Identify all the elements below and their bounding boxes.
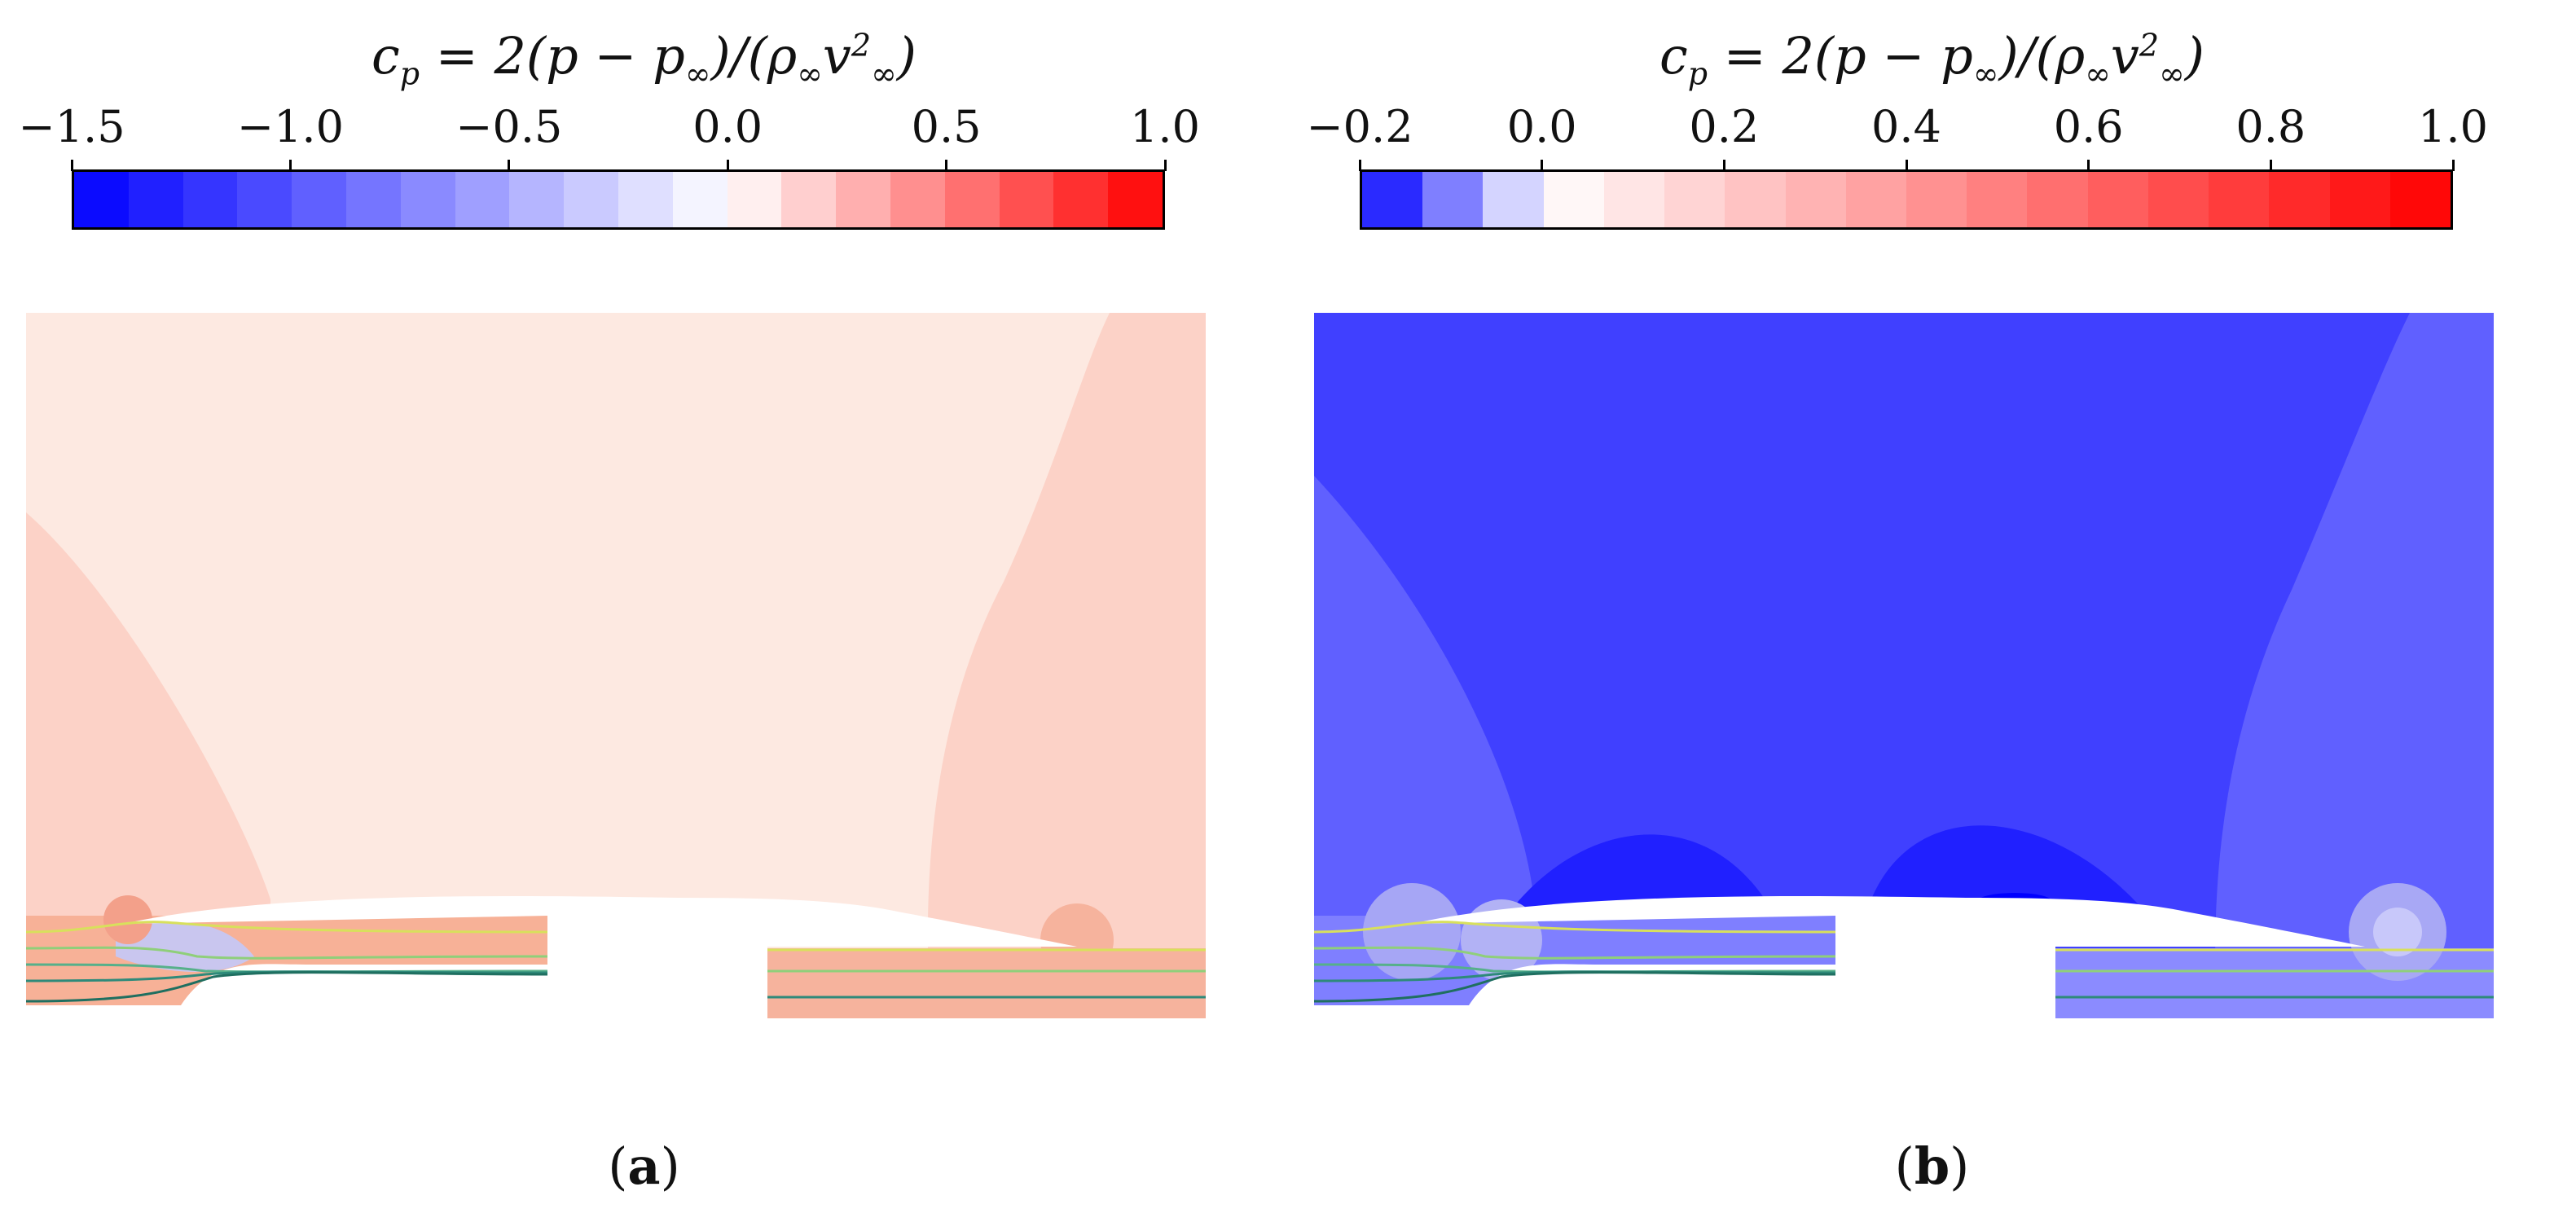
colorbar-ticks-b: −0.2 0.0 0.2 0.4 0.6 0.8 1.0 bbox=[1306, 101, 2488, 171]
colorbar-a-level-16 bbox=[944, 172, 1000, 227]
colorbar-a-level-13 bbox=[781, 172, 837, 227]
colorbar-b-level-7 bbox=[1785, 172, 1846, 227]
colorbar-b-tick-label-0: −0.2 bbox=[1306, 101, 1413, 152]
colorbar-b-level-4 bbox=[1603, 172, 1665, 227]
colorbar-b-level-5 bbox=[1664, 172, 1725, 227]
colorbar-b-tick-label-3: 0.4 bbox=[1871, 101, 1941, 152]
colorbar-b-tick-4 bbox=[2087, 160, 2090, 171]
colorbar-a-level-8 bbox=[509, 172, 565, 227]
panel-a: cp = 2(p − p∞)/(ρ∞v2∞) −1.5 −1.0 −0.5 0.0 0.… bbox=[18, 26, 1206, 1196]
colorbar-b-level-10 bbox=[1967, 172, 2028, 227]
field-a-stagnation-spot bbox=[103, 895, 152, 944]
colorbar-b-level-15 bbox=[2269, 172, 2330, 227]
colorbar-b-tick-label-1: 0.0 bbox=[1506, 101, 1577, 152]
colorbar-b-tick-1 bbox=[1541, 160, 1544, 171]
field-b-right-lobe bbox=[2215, 313, 2494, 1018]
colorbar-b-tick-3 bbox=[1905, 160, 1908, 171]
field-a-trailing-spot bbox=[1040, 903, 1114, 977]
colorbar-a-level-11 bbox=[672, 172, 728, 227]
colorbar-b-level-8 bbox=[1845, 172, 1906, 227]
colorbar-b-tick-5 bbox=[2269, 160, 2272, 171]
colorbar-b-tick-label-5: 0.8 bbox=[2235, 101, 2306, 152]
colorbar-a-level-6 bbox=[400, 172, 455, 227]
colorbar-a-level-19 bbox=[1108, 172, 1163, 227]
colorbar-a-tick-3 bbox=[726, 160, 729, 171]
colorbar-ticks-a: −1.5 −1.0 −0.5 0.0 0.5 1.0 bbox=[18, 101, 1200, 171]
field-b-bump-dark-right bbox=[1868, 825, 2145, 912]
colorbar-b-level-16 bbox=[2329, 172, 2390, 227]
field-a-body bbox=[124, 896, 1077, 1018]
colorbar-b-level-17 bbox=[2389, 172, 2451, 227]
colorbar-b-level-1 bbox=[1422, 172, 1484, 227]
colorbar-b bbox=[1360, 169, 2453, 230]
field-b-vortex-right-core bbox=[2373, 908, 2422, 956]
colorbar-a-level-10 bbox=[618, 172, 673, 227]
pressure-field-a bbox=[26, 313, 1206, 1018]
field-a-right-lobe bbox=[927, 313, 1206, 1018]
colorbar-a-tick-0 bbox=[70, 160, 73, 171]
colorbar-b-tick-2 bbox=[1722, 160, 1725, 171]
colorbar-a-tick-5 bbox=[1163, 160, 1167, 171]
field-a-right-channel bbox=[767, 948, 1206, 1018]
caption-a: (a) bbox=[608, 1136, 680, 1196]
colorbar-b-level-2 bbox=[1483, 172, 1544, 227]
field-b-left-lobe bbox=[1314, 476, 1534, 1018]
colorbar-b-level-9 bbox=[1906, 172, 1967, 227]
field-a-streamlines bbox=[26, 921, 1206, 1003]
colorbar-a-tick-1 bbox=[288, 160, 292, 171]
field-b-streamlines bbox=[1314, 921, 2494, 1003]
pressure-field-b bbox=[1314, 313, 2494, 1018]
colorbar-a-level-4 bbox=[292, 172, 346, 227]
colorbar-a-tick-label-2: −0.5 bbox=[455, 101, 563, 152]
field-a-left-lobe bbox=[26, 512, 270, 1018]
colorbar-a-tick-label-3: 0.0 bbox=[692, 101, 763, 152]
colorbar-b-level-11 bbox=[2027, 172, 2088, 227]
colorbar-a-tick-label-4: 0.5 bbox=[911, 101, 982, 152]
field-b-vortex-left bbox=[1363, 883, 1461, 981]
colorbar-a-level-0 bbox=[74, 172, 129, 227]
colorbar-b-level-3 bbox=[1543, 172, 1604, 227]
field-a-low-pressure-dip bbox=[116, 921, 254, 972]
colorbar-a-level-5 bbox=[345, 172, 401, 227]
field-a-lower-wall bbox=[26, 964, 547, 1018]
colorbar-b-tick-0 bbox=[1358, 160, 1361, 171]
colorbar-title-a: cp = 2(p − p∞)/(ρ∞v2∞) bbox=[371, 26, 917, 92]
colorbar-a-level-1 bbox=[128, 172, 183, 227]
colorbar-b-level-14 bbox=[2209, 172, 2270, 227]
colorbar-a-level-9 bbox=[564, 172, 618, 227]
colorbar-a-level-12 bbox=[727, 172, 782, 227]
colorbar-b-tick-6 bbox=[2451, 160, 2455, 171]
colorbar-b-level-12 bbox=[2087, 172, 2148, 227]
panel-b: cp = 2(p − p∞)/(ρ∞v2∞) −0.2 0.0 0.2 0.4 0.6 0… bbox=[1288, 0, 2576, 1222]
colorbar-a-tick-label-1: −1.0 bbox=[236, 101, 344, 152]
colorbar-a-tick-2 bbox=[508, 160, 511, 171]
colorbar-b-tick-label-6: 1.0 bbox=[2418, 101, 2488, 152]
colorbar-a bbox=[72, 169, 1165, 230]
colorbar-a-level-15 bbox=[890, 172, 945, 227]
colorbar-a-tick-label-0: −1.5 bbox=[18, 101, 125, 152]
colorbar-a-tick-label-5: 1.0 bbox=[1130, 101, 1200, 152]
field-b-lower-wall bbox=[1314, 964, 1835, 1018]
colorbar-a-level-2 bbox=[182, 172, 238, 227]
colorbar-a-level-17 bbox=[999, 172, 1054, 227]
colorbar-a-level-7 bbox=[455, 172, 510, 227]
colorbar-b-tick-label-2: 0.2 bbox=[1689, 101, 1760, 152]
colorbar-b-level-6 bbox=[1725, 172, 1786, 227]
colorbar-title-b: cp = 2(p − p∞)/(ρ∞v2∞) bbox=[1659, 26, 2205, 92]
field-b-body bbox=[1412, 896, 2365, 1018]
caption-b: (b) bbox=[1894, 1136, 1970, 1196]
colorbar-b-tick-label-4: 0.6 bbox=[2053, 101, 2124, 152]
colorbar-a-level-14 bbox=[836, 172, 890, 227]
colorbar-b-level-0 bbox=[1362, 172, 1423, 227]
colorbar-b-level-13 bbox=[2147, 172, 2209, 227]
colorbar-a-level-3 bbox=[237, 172, 292, 227]
colorbar-a-tick-4 bbox=[945, 160, 948, 171]
colorbar-a-level-18 bbox=[1053, 172, 1109, 227]
field-b-bump-dark-left bbox=[1510, 834, 1770, 912]
